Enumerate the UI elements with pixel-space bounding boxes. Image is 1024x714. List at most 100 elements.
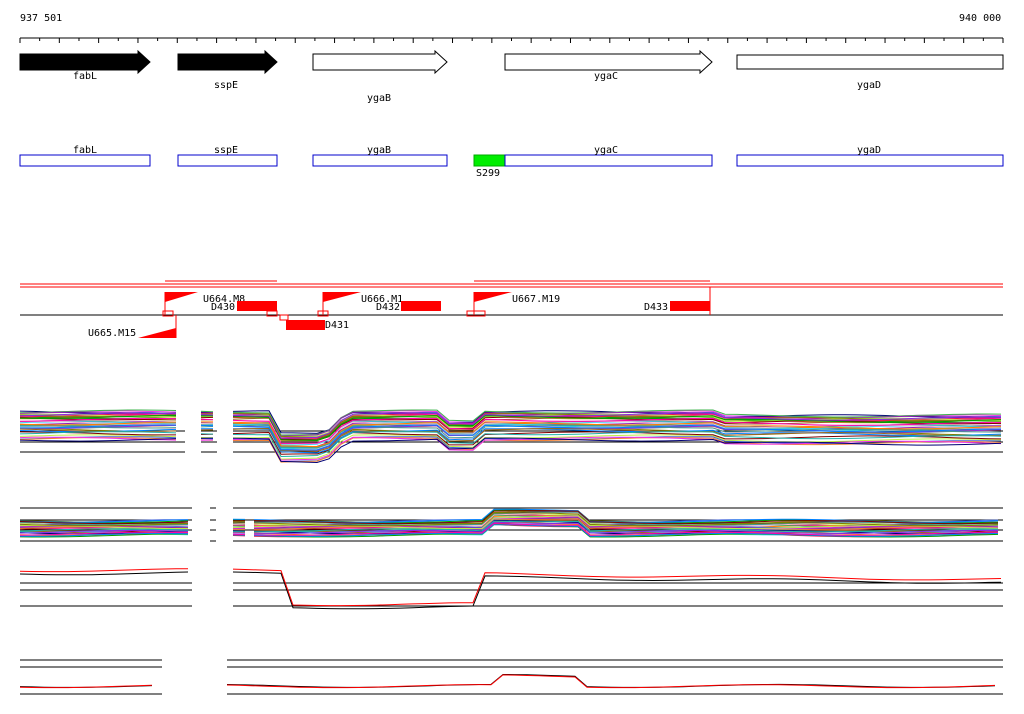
promoter-flag-U665[interactable]	[138, 328, 176, 338]
annotation-box-ygaC[interactable]	[504, 154, 713, 167]
expression-profile-line	[253, 523, 999, 537]
annotation-box-sspE[interactable]	[177, 154, 278, 167]
feature-label: S299	[476, 168, 500, 179]
expression-profile-line	[226, 674, 996, 689]
expression-profile-line	[19, 521, 189, 526]
gene-arrow-fabL[interactable]	[19, 49, 151, 75]
expression-profile-line	[232, 415, 1002, 442]
expression-profile-line	[19, 531, 189, 536]
expression-profile-line	[19, 431, 177, 435]
expression-profile-line	[19, 424, 177, 429]
expression-profile-line	[253, 512, 999, 527]
expression-profile-line	[253, 522, 998, 536]
expression-profile-line	[253, 523, 999, 538]
gene-arrow-ygaB[interactable]	[312, 49, 448, 75]
annotation-label: fabL	[73, 145, 97, 156]
coordinate-ruler	[19, 37, 1004, 43]
expression-profile-line	[232, 431, 1002, 458]
terminator-box	[279, 314, 289, 321]
gene-label: ygaC	[594, 71, 618, 82]
ruler-start-label: 937 501	[20, 13, 63, 24]
expression-profile-line	[232, 431, 1002, 455]
expression-profile-line	[232, 411, 1002, 437]
expression-profile-line	[20, 424, 177, 429]
expression-profile-line	[19, 684, 153, 689]
gene-box-ygaD[interactable]	[736, 54, 1004, 70]
expression-profile-line	[19, 523, 189, 527]
ruler-end-label: 940 000	[959, 13, 1002, 24]
expression-profile-line	[232, 417, 1001, 444]
transcription-unit-track: U664.M8 U666.M1 U667.M19 U665.M15 D430 D…	[20, 280, 1003, 339]
expression-profile-line	[253, 510, 999, 525]
expression-profile-line	[19, 431, 176, 436]
promoter-flag-U667[interactable]	[474, 292, 512, 302]
transcript-label: D431	[325, 320, 349, 331]
gene-label: ygaB	[367, 93, 391, 104]
transcript-D432[interactable]	[401, 301, 441, 311]
expression-profile-line	[20, 532, 189, 537]
gene-arrow-ygaC[interactable]	[504, 49, 713, 75]
transcript-label: D430	[211, 302, 235, 313]
expression-profile-line	[254, 520, 999, 533]
terminator-box	[162, 310, 174, 317]
expression-profile-line	[232, 436, 1002, 461]
expression-profile-line	[19, 530, 189, 535]
annotation-box-ygaB[interactable]	[312, 154, 448, 167]
expression-profile-line	[232, 571, 1002, 610]
expression-profile-line	[19, 519, 189, 523]
gene-arrow-sspE[interactable]	[177, 49, 278, 75]
expression-profile-line	[19, 413, 177, 418]
annotation-box-fabL[interactable]	[19, 154, 151, 167]
promoter-label: U665.M15	[88, 328, 136, 339]
expression-profile-line	[19, 521, 189, 525]
expression-profile-line	[19, 438, 177, 442]
promoter-flag-U666[interactable]	[323, 292, 361, 302]
annotation-label: ygaD	[857, 145, 881, 156]
annotation-track: fabL sspE ygaB ygaC ygaD S299	[19, 145, 1004, 179]
expression-profile-line	[19, 409, 177, 414]
expression-profile-line	[232, 424, 1002, 451]
annotation-label: ygaC	[594, 145, 618, 156]
expression-profile-line	[19, 434, 177, 438]
expression-profile-line	[232, 412, 1002, 439]
gene-label: fabL	[73, 71, 97, 82]
promoter-label: U666.M1	[361, 294, 403, 305]
expression-profile-line	[253, 511, 998, 526]
expression-profile-line	[19, 412, 177, 417]
promoter-label: U667.M19	[512, 294, 560, 305]
gene-track: fabL sspE ygaB ygaC ygaD	[19, 49, 1004, 104]
expression-profile-line	[253, 521, 999, 535]
annotation-box-ygaD[interactable]	[736, 154, 1004, 167]
transcript-D430[interactable]	[237, 301, 277, 311]
expression-profile-line	[232, 428, 1002, 454]
promoter-flag-U664[interactable]	[165, 292, 198, 302]
terminator-box	[317, 310, 329, 317]
expression-profile-line	[226, 673, 996, 688]
expression-profile-line	[19, 416, 177, 419]
gene-label: ygaD	[857, 80, 881, 91]
annotation-label: sspE	[214, 145, 238, 156]
transcript-D433[interactable]	[670, 301, 710, 311]
annotation-label: ygaB	[367, 145, 391, 156]
feature-S299[interactable]	[473, 154, 506, 167]
transcript-D431[interactable]	[286, 320, 325, 330]
expression-profile-line	[19, 417, 177, 422]
promoter-label: U664.M8	[203, 294, 245, 305]
expression-profile-line	[19, 528, 189, 532]
expression-profile-line	[19, 415, 177, 420]
expression-profile-line	[232, 409, 1002, 436]
expression-profile-line	[19, 421, 177, 426]
expression-profile-line	[232, 434, 1002, 460]
transcript-label: D433	[644, 302, 668, 313]
gene-label: sspE	[214, 80, 238, 91]
expression-profile-line	[232, 428, 1002, 453]
expression-tracks	[19, 409, 1003, 695]
expression-profile-line	[19, 533, 188, 538]
transcript-label: D432	[376, 302, 400, 313]
expression-profile-line	[19, 530, 189, 534]
expression-profile-line	[232, 568, 1002, 607]
expression-profile-line	[232, 413, 1002, 438]
expression-profile-line	[232, 437, 1002, 464]
expression-profile-line	[19, 571, 189, 576]
